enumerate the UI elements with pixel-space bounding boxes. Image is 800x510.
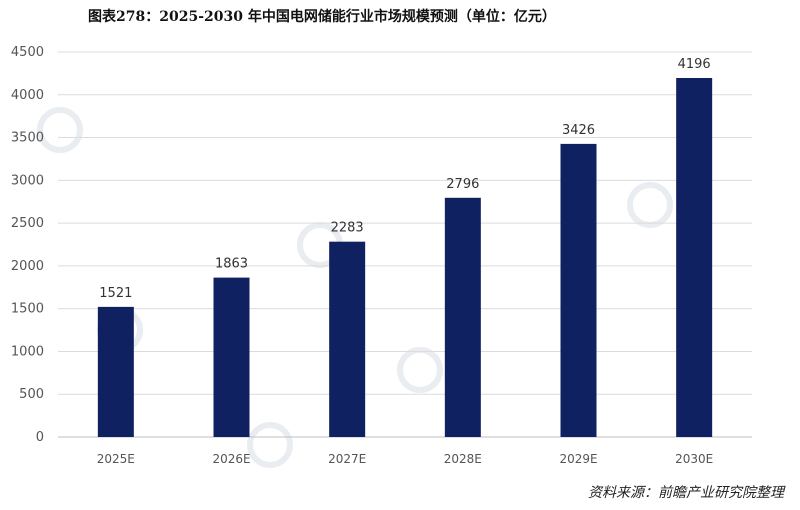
y-tick-label: 2000 xyxy=(11,259,44,274)
y-tick-label: 4500 xyxy=(11,45,44,60)
data-label: 3426 xyxy=(562,123,595,138)
y-tick-label: 0 xyxy=(36,430,44,445)
y-tick-label: 4000 xyxy=(11,88,44,103)
data-label: 1521 xyxy=(99,286,132,301)
data-label: 1863 xyxy=(215,257,248,272)
y-axis-ticks: 0 500 1000 1500 2000 2500 3000 3500 4000 4500 xyxy=(11,45,44,445)
bar xyxy=(329,241,366,437)
source-note: 资料来源：前瞻产业研究院整理 xyxy=(588,485,784,501)
y-tick-label: 1500 xyxy=(11,302,44,317)
bar xyxy=(560,143,597,438)
bar xyxy=(97,306,134,437)
chart-title: 图表278：2025-2030 年中国电网储能行业市场规模预测（单位：亿元） xyxy=(88,9,556,25)
y-tick-label: 1000 xyxy=(11,344,44,359)
x-tick-label: 2025E xyxy=(97,452,135,466)
data-labels: 1521 1863 2283 2796 3426 4196 xyxy=(99,57,710,301)
x-tick-label: 2029E xyxy=(559,452,597,466)
x-axis-labels: 2025E 2026E 2027E 2028E 2029E 2030E xyxy=(97,452,713,466)
data-label: 4196 xyxy=(678,57,711,72)
y-tick-label: 2500 xyxy=(11,216,44,231)
bars xyxy=(97,78,713,438)
gridlines xyxy=(58,51,752,438)
y-tick-label: 500 xyxy=(19,387,44,402)
bar xyxy=(213,277,250,437)
x-tick-label: 2030E xyxy=(675,452,713,466)
data-label: 2283 xyxy=(331,221,364,236)
data-label: 2796 xyxy=(446,177,479,192)
watermark-mark xyxy=(37,107,83,153)
x-tick-label: 2028E xyxy=(444,452,482,466)
x-tick-label: 2026E xyxy=(212,452,250,466)
watermark-mark xyxy=(627,182,673,228)
x-tick-label: 2027E xyxy=(328,452,366,466)
bar xyxy=(676,78,713,438)
bar xyxy=(444,197,481,437)
y-tick-label: 3000 xyxy=(11,173,44,188)
y-tick-label: 3500 xyxy=(11,131,44,146)
watermark-mark xyxy=(397,347,443,393)
watermark-mark xyxy=(247,422,293,468)
